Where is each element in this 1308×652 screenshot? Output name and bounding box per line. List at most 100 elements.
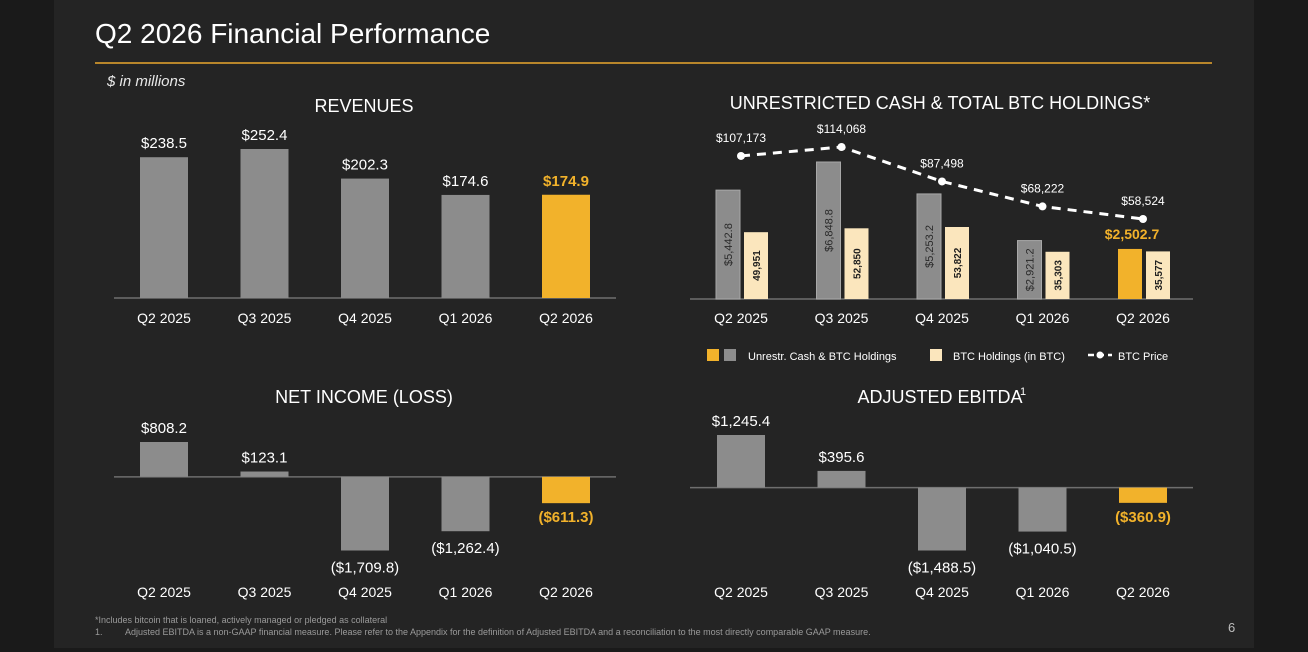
cash-btc-cash-bar-5	[1118, 248, 1142, 299]
adj_ebitda-title: ADJUSTED EBITDA	[857, 387, 1022, 407]
legend-label-cash: Unrestr. Cash & BTC Holdings	[748, 351, 897, 363]
revenues-category-5: Q2 2026	[539, 310, 593, 326]
legend-swatch-cream	[930, 349, 942, 361]
net_income-value-label-2: $123.1	[242, 450, 288, 467]
cash-btc-btc-label-4: 35,303	[1054, 260, 1065, 291]
net_income-value-label-1: $808.2	[141, 420, 187, 437]
cash-btc-btc-bar-4	[1045, 251, 1070, 299]
cash-btc-price-point-3	[938, 177, 946, 186]
page-number: 6	[1228, 620, 1236, 635]
adj_ebitda-value-label-1: $1,245.4	[712, 413, 770, 430]
revenues-category-3: Q4 2025	[338, 310, 392, 326]
net_income-bar-1	[140, 442, 188, 477]
legend-swatch-gray	[724, 349, 736, 361]
net_income-bar-5	[542, 476, 590, 504]
revenues-category-1: Q2 2025	[137, 310, 191, 326]
net_income-value-label-4: ($1,262.4)	[431, 540, 499, 557]
revenues-category-4: Q1 2026	[439, 310, 493, 326]
cash-btc-btc-bar-2	[844, 228, 869, 299]
cash-btc-price-line	[740, 145, 1144, 221]
adj_ebitda-bar-4	[1018, 487, 1067, 532]
revenues-title: REVENUES	[314, 96, 413, 116]
footnote-1-text: Adjusted EBITDA is a non-GAAP financial …	[125, 627, 871, 637]
adj_ebitda-category-5: Q2 2026	[1116, 584, 1170, 600]
cash-btc-btc-label-2: 52,850	[853, 248, 864, 279]
title-divider	[95, 62, 1212, 64]
cash-btc-cash-bar-2	[816, 161, 841, 300]
revenues-category-2: Q3 2025	[238, 310, 292, 326]
legend-label-price: BTC Price	[1118, 351, 1168, 363]
net_income-value-label-5: ($611.3)	[538, 509, 593, 526]
net_income-category-4: Q1 2026	[439, 584, 493, 600]
adj_ebitda-bar-1	[717, 435, 765, 488]
cash-btc-btc-bar-3	[945, 227, 969, 299]
legend-swatch-gold	[707, 349, 719, 361]
cash-btc-btc-label-3: 53,822	[953, 247, 964, 278]
cash-btc-category-3: Q4 2025	[915, 310, 969, 326]
cash-btc-cash-label-2: $6,848.8	[824, 209, 836, 252]
net_income-title: NET INCOME (LOSS)	[275, 387, 453, 407]
revenues-value-label-1: $238.5	[141, 135, 187, 152]
net_income-bar-2	[240, 471, 289, 477]
cash-btc-price-point-5	[1139, 215, 1147, 223]
cash-btc-cash-label-1: $5,442.8	[723, 223, 735, 266]
revenues-bar-4	[441, 194, 490, 298]
revenues-bar-5	[542, 194, 590, 298]
adj_ebitda-value-label-2: $395.6	[819, 449, 865, 466]
adj_ebitda-category-2: Q3 2025	[815, 584, 869, 600]
cash-btc-price-label-1: $107,173	[716, 131, 766, 145]
revenues-value-label-4: $174.6	[443, 173, 489, 190]
adj_ebitda-bar-2	[817, 470, 866, 488]
net_income-category-2: Q3 2025	[238, 584, 292, 600]
revenues-bar-3	[341, 178, 389, 298]
adj_ebitda-title-superscript: 1	[1020, 386, 1026, 398]
adj_ebitda-category-4: Q1 2026	[1016, 584, 1070, 600]
cash-btc-price-point-2	[837, 143, 846, 151]
revenues-bar-1	[140, 157, 188, 298]
slide-title: Q2 2026 Financial Performance	[95, 18, 491, 49]
net_income-bar-3	[341, 476, 389, 551]
cash-btc-price-label-2: $114,068	[817, 122, 866, 136]
units-note: $ in millions	[107, 73, 186, 90]
net_income-category-5: Q2 2026	[539, 584, 593, 600]
cash-btc-cash-label-4: $2,921.2	[1025, 248, 1037, 291]
net_income-category-1: Q2 2025	[137, 584, 191, 600]
cash-btc-category-5: Q2 2026	[1116, 310, 1170, 326]
adj_ebitda-bar-3	[918, 487, 966, 551]
cash-btc-price-point-1	[737, 151, 745, 160]
adj_ebitda-value-label-3: ($1,488.5)	[908, 560, 976, 577]
revenues-bar-2	[240, 149, 289, 298]
cash-btc-price-point-4	[1038, 202, 1047, 211]
cash-btc-btc-label-1: 49,951	[752, 250, 763, 281]
cash-btc-cash-label-3: $5,253.2	[924, 225, 936, 268]
cash-btc-price-label-3: $87,498	[920, 156, 964, 170]
adj_ebitda-category-3: Q4 2025	[915, 584, 969, 600]
footnote-1: 1. Adjusted EBITDA is a non-GAAP financia…	[95, 627, 871, 637]
revenues-value-label-5: $174.9	[543, 173, 589, 190]
footnote-asterisk: *Includes bitcoin that is loaned, active…	[95, 615, 388, 625]
cash-btc-category-4: Q1 2026	[1016, 310, 1070, 326]
slide-background	[54, 0, 1254, 648]
adj_ebitda-value-label-5: ($360.9)	[1115, 509, 1171, 526]
cash-btc-btc-bar-5	[1146, 251, 1170, 299]
cash-btc-cash-bar-1	[715, 189, 741, 300]
footnote-1-number: 1.	[95, 627, 103, 637]
cash-btc-cash-label-5: $2,502.7	[1105, 226, 1160, 242]
legend-label-btc: BTC Holdings (in BTC)	[953, 351, 1065, 363]
cash-btc-price-label-5: $58,524	[1121, 194, 1165, 208]
cash-btc-title: UNRESTRICTED CASH & TOTAL BTC HOLDINGS*	[730, 93, 1150, 113]
cash-btc-btc-bar-1	[744, 232, 768, 299]
net_income-value-label-3: ($1,709.8)	[331, 560, 399, 577]
adj_ebitda-bar-5	[1119, 487, 1167, 503]
cash-btc-price-label-4: $68,222	[1021, 181, 1065, 195]
cash-btc-category-2: Q3 2025	[815, 310, 869, 326]
net_income-bar-4	[441, 476, 490, 532]
cash-btc-btc-label-5: 35,577	[1154, 259, 1165, 290]
revenues-value-label-3: $202.3	[342, 157, 388, 174]
cash-btc-cash-bar-3	[916, 193, 942, 300]
adj_ebitda-value-label-4: ($1,040.5)	[1008, 541, 1076, 558]
cash-btc-category-1: Q2 2025	[714, 310, 768, 326]
net_income-category-3: Q4 2025	[338, 584, 392, 600]
adj_ebitda-category-1: Q2 2025	[714, 584, 768, 600]
